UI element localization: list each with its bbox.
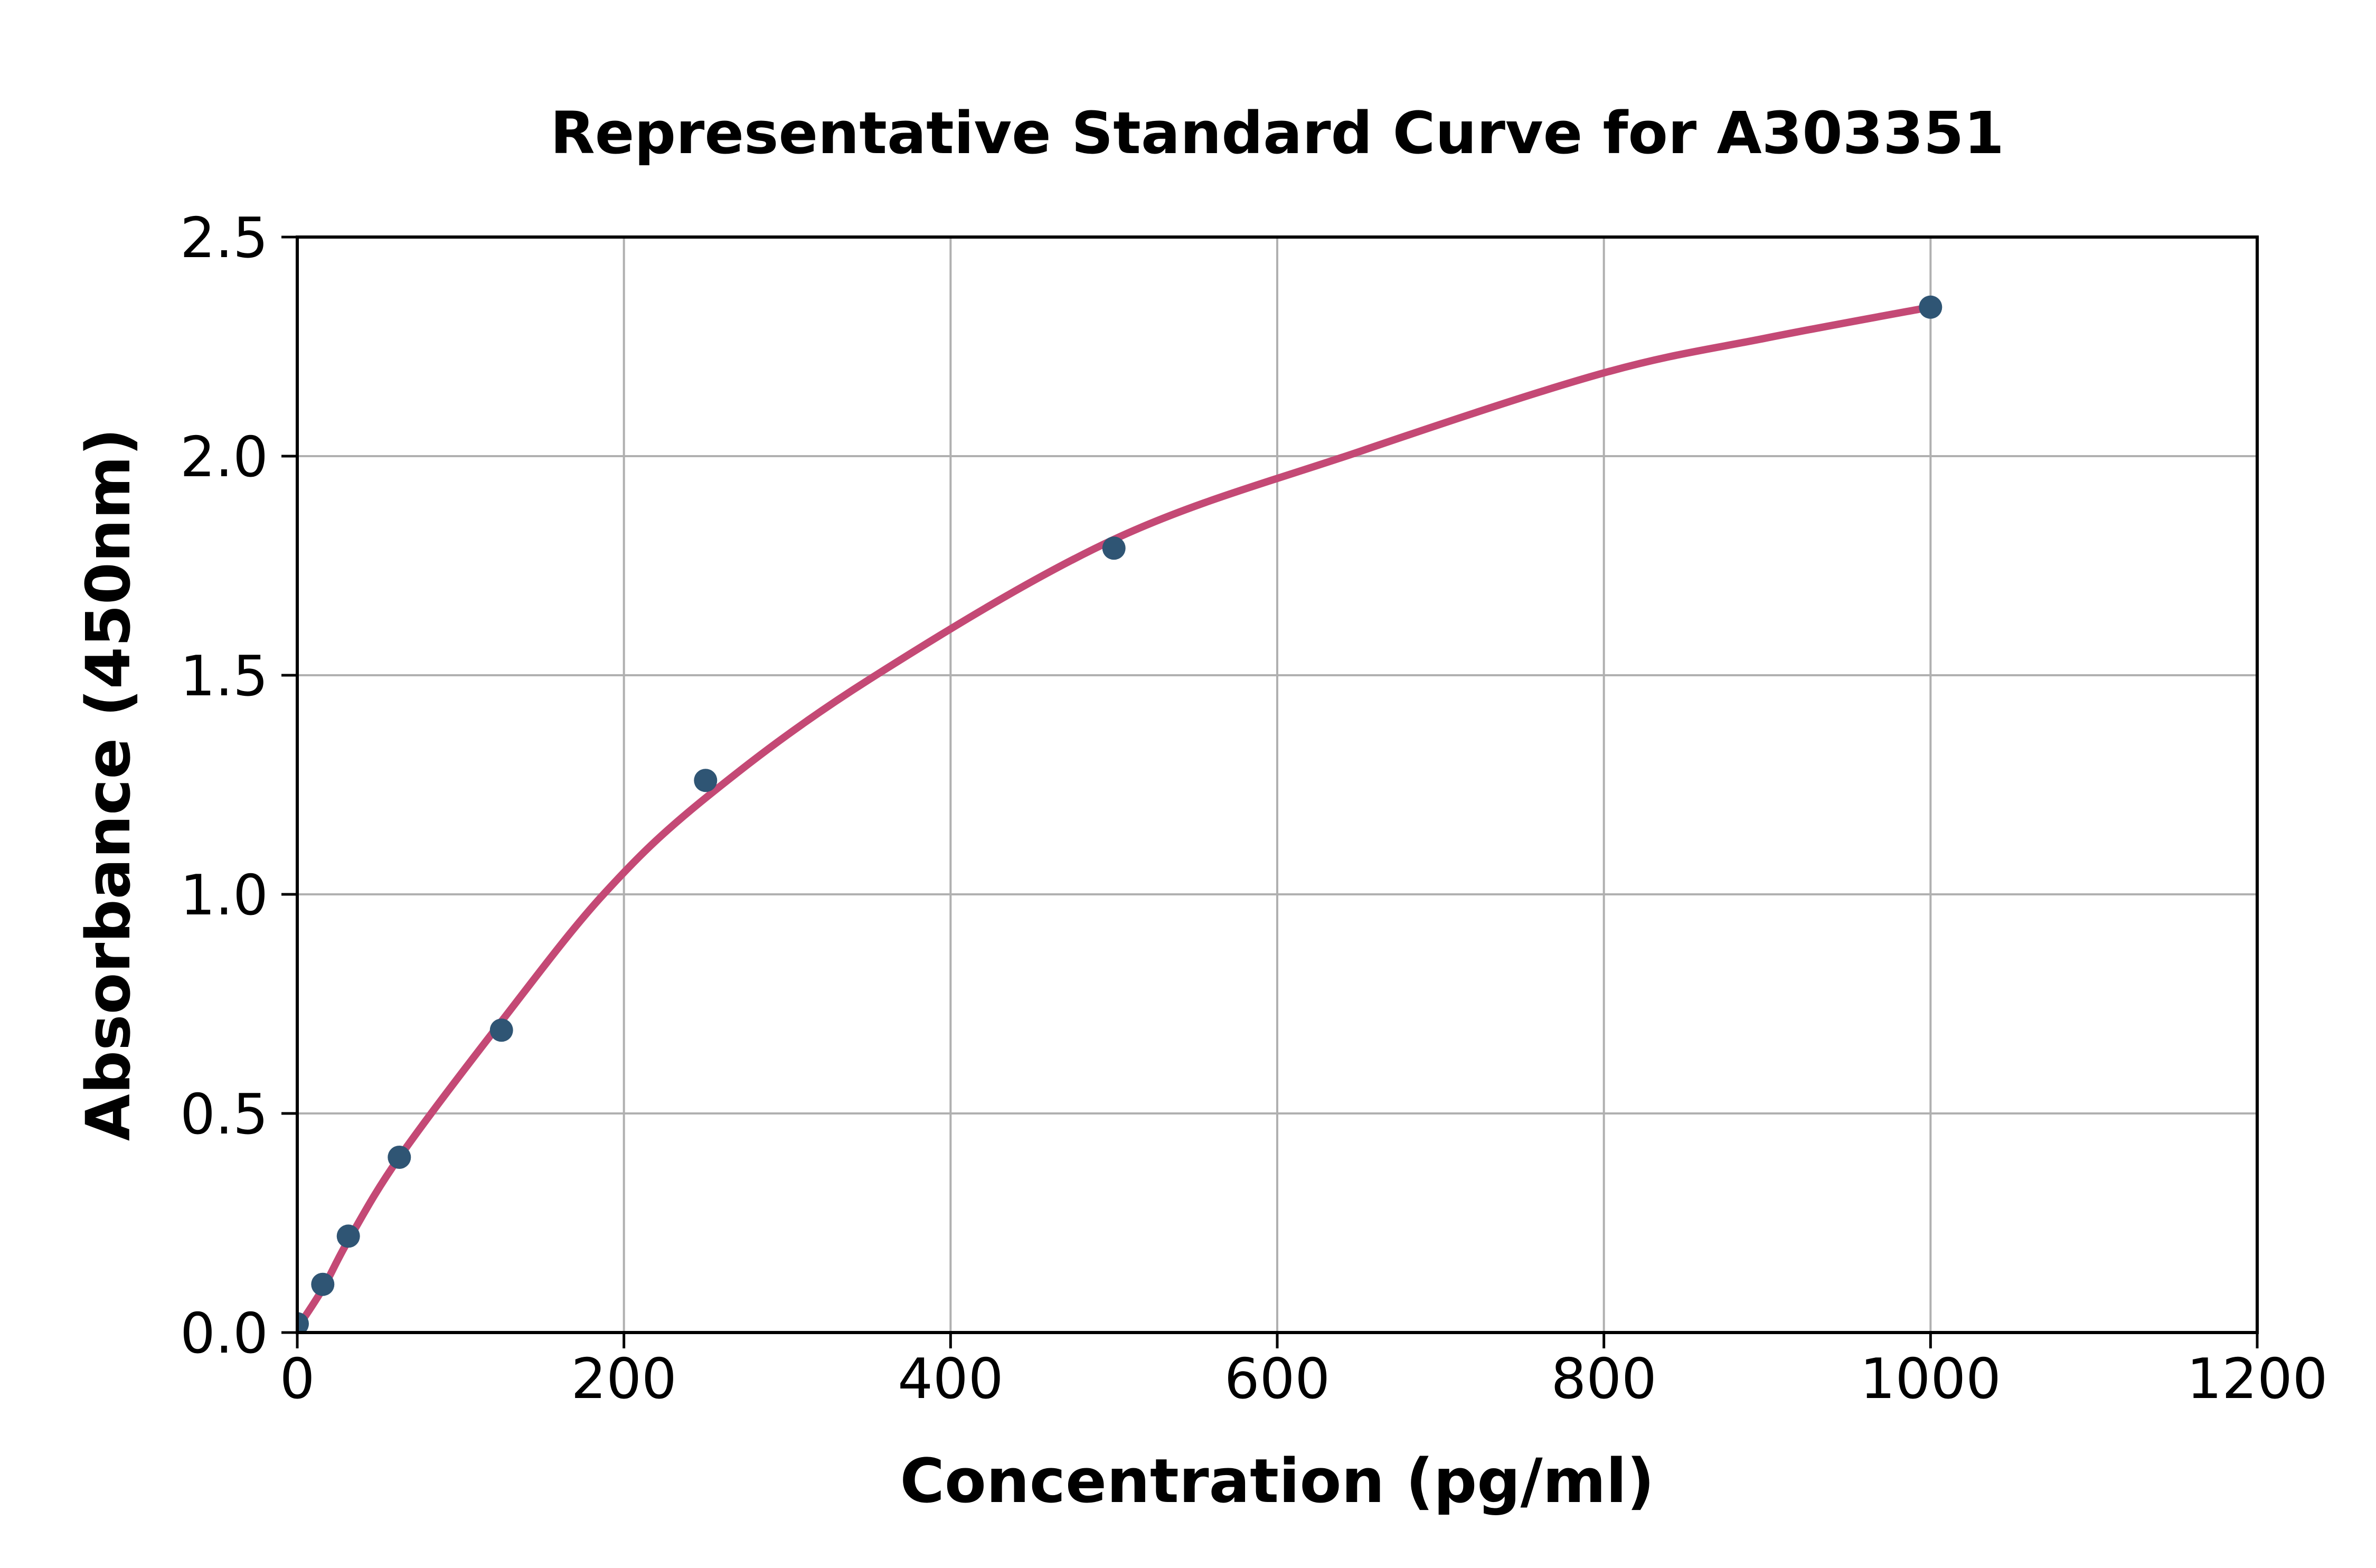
x-tick-label-0: 0 bbox=[280, 1347, 315, 1411]
x-tick-label-1000: 1000 bbox=[1860, 1347, 2001, 1411]
x-tick-label-200: 200 bbox=[571, 1347, 676, 1411]
y-tick-label-2.5: 2.5 bbox=[180, 206, 268, 270]
data-point-0 bbox=[297, 1312, 309, 1333]
tick-labels: 0 200 400 600 800 1000 1200 0.0 0.5 1.0 1.5 2.0 2.5 bbox=[180, 206, 2328, 1411]
x-tick-label-800: 800 bbox=[1551, 1347, 1656, 1411]
x-tick-label-600: 600 bbox=[1224, 1347, 1330, 1411]
y-tick-label-2.0: 2.0 bbox=[180, 425, 268, 489]
y-tick-label-1.5: 1.5 bbox=[180, 644, 268, 709]
y-tick-label-1.0: 1.0 bbox=[180, 863, 268, 928]
y-axis-label: Absorbance (450nm) bbox=[73, 428, 144, 1141]
data-points bbox=[297, 295, 1943, 1333]
y-tick-label-0.0: 0.0 bbox=[180, 1301, 268, 1366]
x-tick-label-1200: 1200 bbox=[2186, 1347, 2327, 1411]
tick-marks bbox=[281, 235, 2259, 1348]
data-point-125 bbox=[489, 1018, 513, 1042]
data-point-15.6 bbox=[311, 1272, 335, 1296]
data-point-62.5 bbox=[388, 1146, 411, 1169]
data-point-31.25 bbox=[336, 1224, 360, 1248]
data-point-250 bbox=[694, 769, 718, 792]
y-tick-label-0.5: 0.5 bbox=[180, 1082, 268, 1147]
data-point-1000 bbox=[1919, 295, 1943, 319]
x-axis-label: Concentration (pg/ml) bbox=[900, 1446, 1655, 1517]
data-point-500 bbox=[1102, 536, 1126, 560]
chart-title: Representative Standard Curve for A30335… bbox=[550, 99, 2004, 167]
x-tick-label-400: 400 bbox=[898, 1347, 1003, 1411]
